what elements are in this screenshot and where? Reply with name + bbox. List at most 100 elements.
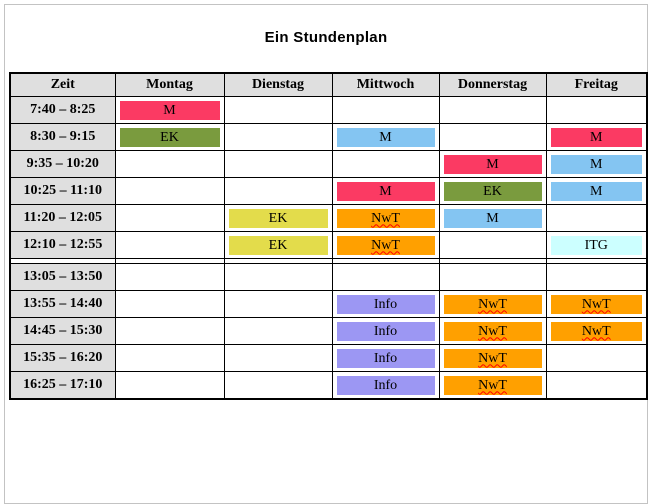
schedule-cell: M [438,204,547,232]
column-header-zeit: Zeit [9,72,116,97]
schedule-cell: Info [331,290,440,318]
lesson-block: M [119,100,220,120]
column-header-donnerstag: Donnerstag [438,72,547,97]
time-cell: 7:40 – 8:25 [9,96,116,124]
time-cell: 13:55 – 14:40 [9,290,116,318]
schedule-cell: Info [331,344,440,372]
lesson-block: M [550,154,642,174]
table-row: 16:25 – 17:10 Info NwT [9,371,648,400]
lesson-block: NwT [443,348,542,368]
column-header-freitag: Freitag [545,72,648,97]
column-header-montag: Montag [114,72,225,97]
lesson-block: M [443,208,542,228]
schedule-cell [438,123,547,151]
schedule-cell: EK [223,231,333,259]
time-cell: 15:35 – 16:20 [9,344,116,372]
schedule-cell [114,177,225,205]
schedule-cell [223,96,333,124]
schedule-cell [114,344,225,372]
table-row: 13:55 – 14:40 Info NwT NwT [9,290,648,318]
time-cell: 11:20 – 12:05 [9,204,116,232]
lesson-block: NwT [443,294,542,314]
time-cell: 8:30 – 9:15 [9,123,116,151]
lesson-block: NwT [336,208,435,228]
schedule-cell [223,344,333,372]
schedule-cell: Info [331,371,440,400]
schedule-cell [223,177,333,205]
schedule-cell [114,150,225,178]
header-row: Zeit Montag Dienstag Mittwoch Donnerstag… [9,72,648,97]
schedule-cell [545,371,648,400]
schedule-cell [114,371,225,400]
lesson-block: M [550,181,642,201]
lesson-block: EK [228,208,328,228]
schedule-cell [545,204,648,232]
schedule-cell [223,263,333,291]
schedule-cell [114,290,225,318]
schedule-cell [114,263,225,291]
lesson-block: M [550,127,642,147]
lesson-block: EK [228,235,328,255]
time-cell: 13:05 – 13:50 [9,263,116,291]
schedule-cell: M [545,123,648,151]
lesson-block: Info [336,375,435,395]
schedule-cell [114,231,225,259]
schedule-cell [223,317,333,345]
time-cell: 14:45 – 15:30 [9,317,116,345]
schedule-cell: M [331,177,440,205]
schedule-cell [545,344,648,372]
lesson-block: NwT [336,235,435,255]
lesson-block: Info [336,321,435,341]
schedule-cell [438,231,547,259]
schedule-cell: M [114,96,225,124]
table-row: 13:05 – 13:50 [9,263,648,291]
column-header-dienstag: Dienstag [223,72,333,97]
schedule-cell [223,150,333,178]
page-title: Ein Stundenplan [264,29,388,46]
schedule-cell: M [545,177,648,205]
schedule-cell: M [545,150,648,178]
document-page: Ein Stundenplan Zeit Montag Dienstag Mit… [4,4,648,504]
table-row: 9:35 – 10:20 M M [9,150,648,178]
schedule-cell: NwT [545,317,648,345]
schedule-cell: Info [331,317,440,345]
schedule-cell: NwT [438,344,547,372]
schedule-cell [223,290,333,318]
table-row: 8:30 – 9:15 EK M M [9,123,648,151]
time-cell: 10:25 – 11:10 [9,177,116,205]
schedule-cell: NwT [331,231,440,259]
time-cell: 16:25 – 17:10 [9,371,116,400]
time-cell: 9:35 – 10:20 [9,150,116,178]
lesson-block: M [336,127,435,147]
lesson-block: ITG [550,235,642,255]
schedule-cell: EK [114,123,225,151]
schedule-cell: NwT [438,317,547,345]
table-row: 10:25 – 11:10 M EK M [9,177,648,205]
lesson-block: M [443,154,542,174]
schedule-cell [331,263,440,291]
schedule-cell [545,263,648,291]
schedule-cell [438,263,547,291]
schedule-cell: M [438,150,547,178]
schedule-cell: M [331,123,440,151]
lesson-block: EK [119,127,220,147]
schedule-cell: NwT [545,290,648,318]
schedule-cell [331,96,440,124]
schedule-cell: NwT [331,204,440,232]
lesson-block: EK [443,181,542,201]
schedule-cell: NwT [438,290,547,318]
lesson-block: NwT [443,375,542,395]
table-row: 11:20 – 12:05 EK NwT M [9,204,648,232]
column-header-mittwoch: Mittwoch [331,72,440,97]
schedule-cell [223,371,333,400]
schedule-cell: EK [223,204,333,232]
table-row: 15:35 – 16:20 Info NwT [9,344,648,372]
lesson-block: NwT [550,321,642,341]
lesson-block: NwT [550,294,642,314]
table-row: 14:45 – 15:30 Info NwT NwT [9,317,648,345]
schedule-cell: EK [438,177,547,205]
schedule-cell [223,123,333,151]
lesson-block: NwT [443,321,542,341]
schedule-cell [114,317,225,345]
table-row: 12:10 – 12:55 EK NwT ITG [9,231,648,259]
